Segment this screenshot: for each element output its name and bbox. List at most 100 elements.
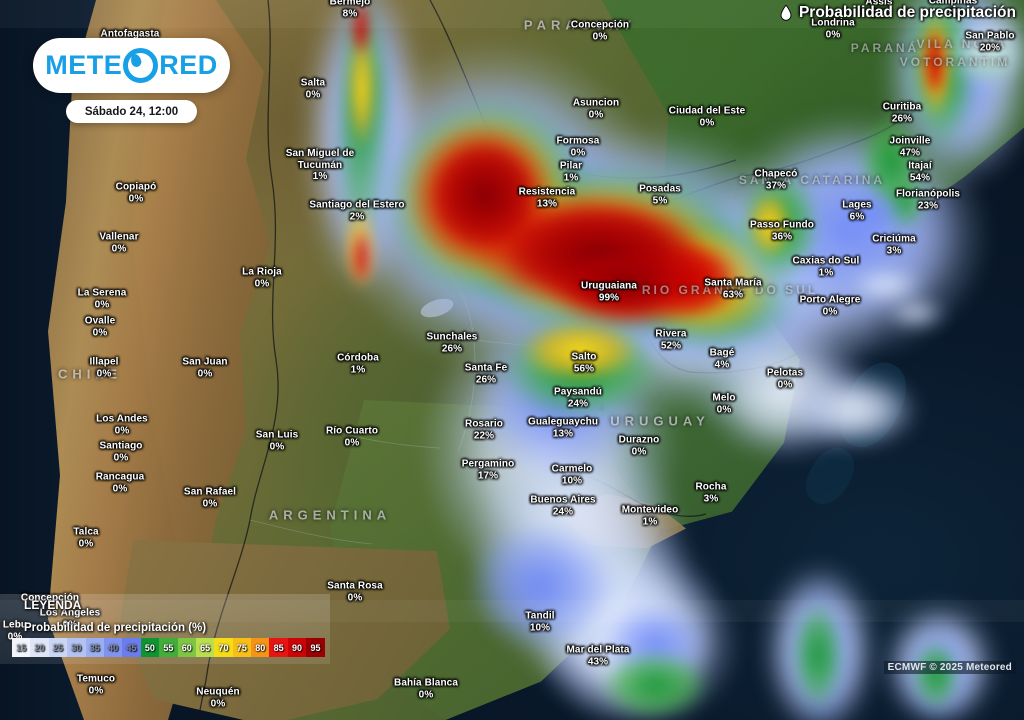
city-name: Santa Fe <box>464 362 508 374</box>
city-precip-probability: 13% <box>552 428 574 439</box>
city-label: Buenos Aires 24% <box>530 495 595 518</box>
city-name: Uruguaiana <box>580 280 638 292</box>
region-label: PARANÁ <box>850 41 920 55</box>
city-precip-probability: 0% <box>88 685 104 696</box>
city-precip-probability: 0% <box>716 404 732 415</box>
city-label: Caxias do Sul 1% <box>793 256 860 279</box>
legend-stop[interactable]: 20 <box>30 638 49 657</box>
city-label: La Rioja 0% <box>242 267 282 290</box>
city-label: Pergamino 17% <box>462 459 515 482</box>
city-precip-probability: 52% <box>660 340 682 351</box>
city-name: Bahía Blanca <box>393 677 459 689</box>
city-name: Illapel <box>89 356 119 368</box>
city-name: Santa Rosa <box>327 580 383 592</box>
city-name: Florianópolis <box>895 188 961 200</box>
city-label: Chapecó 37% <box>755 169 798 192</box>
legend-subtitle: Probabilidad de precipitación (%) <box>24 622 207 634</box>
city-precip-probability: 26% <box>441 343 463 354</box>
city-precip-probability: 0% <box>570 147 586 158</box>
date-badge[interactable]: Sábado 24, 12:00 <box>66 100 197 123</box>
city-name: Caxias do Sul <box>792 255 860 267</box>
legend-stop[interactable]: 35 <box>85 638 104 657</box>
city-label: Pilar 1% <box>560 161 582 184</box>
city-label: Vallenar 0% <box>99 232 138 255</box>
city-precip-probability: 0% <box>592 31 608 42</box>
legend-stop[interactable]: 30 <box>67 638 86 657</box>
city-name: San Rafael <box>183 486 237 498</box>
legend-stop[interactable]: 80 <box>251 638 270 657</box>
city-name: Pilar <box>559 160 583 172</box>
city-precip-probability: 0% <box>588 109 604 120</box>
city-name: Resistencia <box>518 186 576 198</box>
city-label: San Miguel de Tucumán 1% <box>286 148 355 183</box>
city-precip-probability: 5% <box>652 195 668 206</box>
city-name: Santiago del Estero <box>309 199 405 211</box>
city-label: Lebu0% <box>3 620 27 643</box>
city-name: San Pablo <box>965 30 1015 42</box>
map-title-text: Probabilidad de precipitación <box>798 4 1016 21</box>
city-label: Melo 0% <box>712 393 735 416</box>
city-label: Passo Fundo 36% <box>750 220 814 243</box>
legend-stop[interactable]: 55 <box>159 638 178 657</box>
city-label: Concepción <box>21 592 79 604</box>
city-label: Córdoba 1% <box>337 353 379 376</box>
city-precip-probability: 0% <box>94 299 110 310</box>
city-label: Copiapó 0% <box>116 182 157 205</box>
city-precip-probability: 0% <box>825 29 841 40</box>
city-label: Formosa 0% <box>557 136 600 159</box>
city-precip-probability: 0% <box>202 498 218 509</box>
city-precip-probability: 56% <box>573 363 595 374</box>
city-label: Los Andes 0% <box>96 414 148 437</box>
legend-stop[interactable]: 75 <box>232 638 252 657</box>
region-label: VILA NOVA <box>916 37 1008 51</box>
city-precip-probability: 0% <box>699 117 715 128</box>
legend-stop[interactable]: 40 <box>103 638 123 657</box>
legend-stop[interactable]: 90 <box>287 638 307 657</box>
city-precip-probability: 0% <box>112 483 128 494</box>
legend-stop[interactable]: 95 <box>306 638 325 657</box>
city-label: Salta 0% <box>301 78 325 101</box>
city-precip-probability: 4% <box>945 7 961 18</box>
city-name: Posadas <box>639 183 681 195</box>
city-name: Assis <box>865 0 893 8</box>
legend-stop[interactable]: 50 <box>140 638 160 657</box>
city-precip-probability: 0% <box>128 193 144 204</box>
city-precip-probability: 0% <box>418 689 434 700</box>
legend-stop[interactable]: 15 <box>12 638 31 657</box>
city-precip-probability: 63% <box>722 289 744 300</box>
city-precip-probability: 0% <box>822 306 838 317</box>
legend-stop[interactable]: 70 <box>214 638 233 657</box>
city-name: Salta <box>300 77 326 89</box>
city-label: Temuco 0% <box>77 674 115 697</box>
legend-stop[interactable]: 85 <box>269 638 288 657</box>
legend-stop[interactable]: 60 <box>177 638 196 657</box>
legend-stop[interactable]: 25 <box>48 638 68 657</box>
city-name: Los Andes <box>96 413 148 425</box>
city-label: San Pablo 20% <box>965 31 1014 54</box>
city-name: Ovalle <box>84 315 116 327</box>
city-name: Córdoba <box>337 352 379 364</box>
city-name: Gualeguaychu <box>527 416 599 428</box>
city-precip-probability: 26% <box>475 374 497 385</box>
city-label: Ovalle 0% <box>85 316 116 339</box>
city-label: Rosario 22% <box>465 419 503 442</box>
city-precip-probability: 0% <box>40 619 101 631</box>
city-name: Bermejo <box>329 0 371 8</box>
meteored-logo[interactable]: METE RED <box>33 38 230 93</box>
city-name: Asuncion <box>572 97 620 109</box>
legend-stop[interactable]: 65 <box>195 638 215 657</box>
city-precip-probability: 22% <box>473 430 495 441</box>
city-name: Mar del Plata <box>566 644 630 656</box>
region-label: PARAGUAY <box>523 17 637 33</box>
city-precip-probability: 1% <box>818 267 834 278</box>
city-precip-probability: 47% <box>899 147 921 158</box>
city-label: Santiago del Estero 2% <box>309 200 404 223</box>
city-name: Passo Fundo <box>750 219 814 231</box>
city-name: Concepción <box>21 592 79 604</box>
city-name: Río Cuarto <box>325 425 379 437</box>
city-name: Melo <box>712 392 736 404</box>
city-label: Paysandú 24% <box>554 387 602 410</box>
legend-stop[interactable]: 45 <box>122 638 141 657</box>
legend-color-scale[interactable]: 15 20 25 30 35 40 45 50 55 60 65 70 75 80 85 90 95 <box>12 638 325 657</box>
city-label: Florianópolis 23% <box>896 189 960 212</box>
